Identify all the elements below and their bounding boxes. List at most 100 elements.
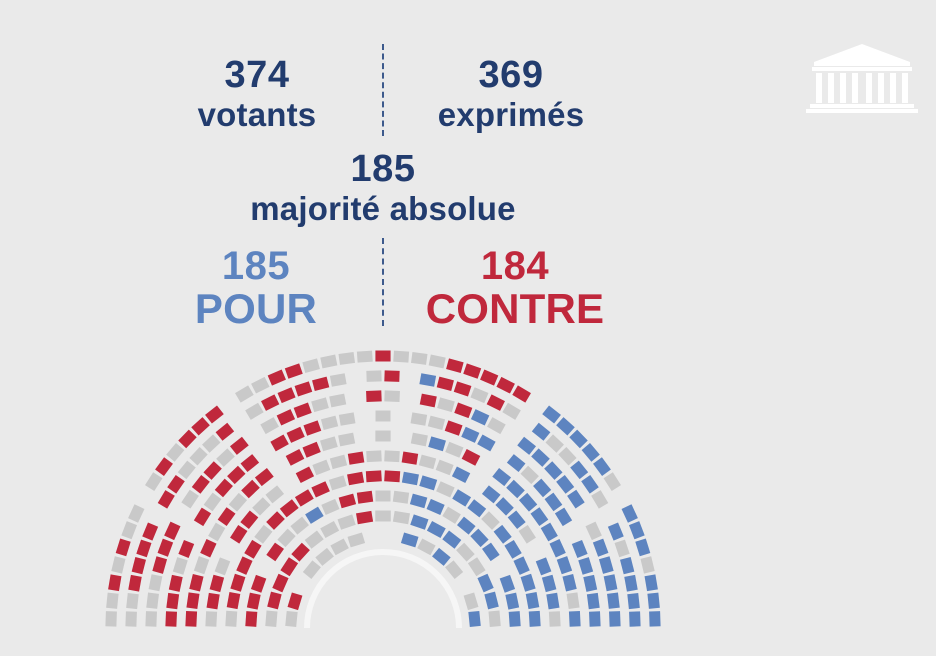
- seat: [244, 539, 262, 559]
- seat: [375, 510, 391, 522]
- seat: [294, 489, 314, 507]
- seat: [627, 593, 640, 610]
- seat: [338, 493, 357, 509]
- seat: [484, 591, 499, 610]
- seat: [518, 492, 538, 512]
- seat: [409, 493, 428, 509]
- seat: [146, 592, 159, 609]
- seat: [315, 547, 334, 566]
- seat: [254, 468, 274, 487]
- seat: [209, 574, 225, 593]
- seat: [428, 436, 446, 452]
- seat: [291, 542, 310, 562]
- seat: [419, 373, 437, 387]
- seat: [530, 507, 549, 527]
- seat: [105, 611, 117, 627]
- seat: [229, 436, 249, 455]
- seat: [410, 514, 429, 530]
- seat: [493, 524, 512, 544]
- seat: [241, 479, 260, 499]
- seat: [280, 557, 299, 577]
- seat: [505, 592, 520, 610]
- seat: [496, 376, 515, 394]
- seat: [581, 443, 600, 462]
- seat: [294, 381, 313, 397]
- seat: [205, 405, 224, 424]
- exprimes-count: 369: [478, 54, 544, 96]
- seat: [477, 434, 496, 452]
- seat: [520, 465, 539, 485]
- seat: [525, 592, 540, 610]
- seat: [629, 611, 641, 627]
- seat: [621, 504, 638, 523]
- seat: [290, 516, 309, 535]
- seat: [277, 528, 296, 548]
- seat: [401, 471, 419, 486]
- contre-count: 184: [480, 244, 550, 288]
- seat: [556, 417, 575, 436]
- seat: [410, 351, 428, 365]
- seat: [419, 475, 438, 491]
- seat: [647, 592, 660, 609]
- seat: [136, 539, 152, 558]
- seat: [279, 499, 299, 518]
- seat: [193, 507, 212, 527]
- pour-stat: 185 POUR: [168, 246, 344, 330]
- seat: [286, 426, 305, 443]
- majorite-count: 185: [350, 148, 416, 190]
- seat: [507, 510, 526, 530]
- seat: [427, 415, 446, 431]
- seat: [155, 457, 173, 477]
- seat: [619, 557, 635, 575]
- seat: [542, 405, 561, 424]
- seat: [203, 492, 222, 512]
- seat: [302, 358, 320, 373]
- seat: [178, 539, 195, 558]
- seat: [226, 592, 241, 610]
- seat: [506, 454, 526, 473]
- seat: [506, 479, 525, 499]
- seat: [375, 350, 391, 362]
- seat: [384, 470, 401, 483]
- seat: [329, 393, 347, 408]
- seat: [384, 450, 400, 463]
- seat: [276, 409, 296, 426]
- seat: [482, 542, 500, 562]
- seat: [148, 574, 163, 592]
- seat: [502, 402, 521, 420]
- seat: [108, 574, 122, 592]
- seat: [284, 363, 303, 379]
- seat: [172, 557, 188, 575]
- seat: [417, 538, 436, 556]
- seat: [512, 385, 531, 403]
- seat: [365, 470, 382, 483]
- seat: [189, 447, 208, 466]
- seat: [320, 520, 340, 539]
- votants-label: votants: [197, 96, 317, 133]
- seat: [481, 511, 500, 530]
- seat: [549, 539, 566, 558]
- seat: [540, 522, 558, 542]
- seat: [152, 556, 168, 574]
- seat: [295, 466, 315, 484]
- seat: [366, 390, 382, 402]
- seat: [225, 610, 238, 627]
- stats-divider-top: [382, 44, 384, 136]
- seat: [556, 556, 573, 575]
- seat: [481, 485, 501, 504]
- seat: [311, 397, 329, 413]
- seat: [480, 369, 499, 386]
- seat: [337, 514, 356, 530]
- seat: [442, 530, 462, 549]
- seat: [624, 574, 638, 592]
- seat: [191, 417, 210, 436]
- seat: [436, 376, 454, 392]
- seat: [205, 611, 218, 627]
- seat: [444, 420, 463, 436]
- majorite-label: majorité absolue: [250, 190, 516, 227]
- seat: [106, 592, 119, 609]
- seat: [445, 560, 464, 579]
- seat: [470, 409, 490, 426]
- seat: [442, 506, 461, 524]
